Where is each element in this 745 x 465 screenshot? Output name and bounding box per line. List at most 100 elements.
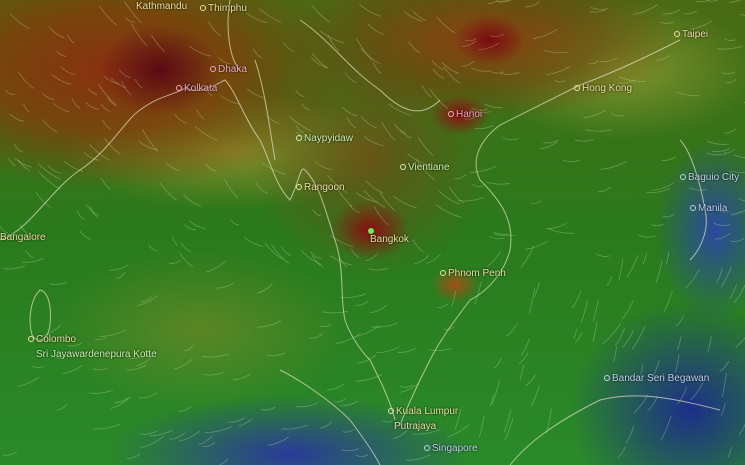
wind-streak (735, 337, 745, 348)
city-marker-icon (674, 31, 680, 38)
wind-streak (55, 354, 68, 359)
wind-streak (271, 244, 290, 265)
city-label[interactable]: Hong Kong (574, 83, 632, 95)
wind-streak (498, 0, 510, 2)
wind-streak (544, 50, 569, 54)
wind-streak (662, 9, 681, 15)
city-marker-icon (210, 66, 216, 73)
wind-streak (690, 20, 713, 30)
city-label[interactable]: Manila (690, 203, 727, 215)
city-marker-icon (388, 408, 394, 415)
wind-streak (360, 48, 380, 64)
wind-streak (326, 383, 345, 391)
wind-streak (261, 162, 287, 175)
wind-streak (60, 66, 75, 75)
wind-streak (520, 338, 530, 356)
city-label[interactable]: Bandar Seri Begawan (604, 373, 709, 385)
wind-streak (649, 360, 660, 384)
wind-streak (592, 299, 599, 323)
wind-streak (724, 128, 737, 134)
wind-streak (665, 251, 670, 265)
wind-streak (79, 230, 92, 240)
wind-streak (363, 136, 385, 147)
wind-streak (127, 354, 150, 359)
wind-streak (140, 430, 159, 435)
city-label[interactable]: Hanoi (448, 109, 482, 121)
wind-streak (618, 76, 646, 82)
city-label[interactable]: Phnom Penh (440, 268, 506, 280)
city-label[interactable]: Vientiane (400, 162, 450, 174)
city-label[interactable]: Rangoon (296, 182, 345, 194)
city-label[interactable]: Thimphu (200, 3, 247, 15)
city-label[interactable]: Kuala Lumpur (388, 406, 458, 418)
wind-streak (356, 38, 373, 61)
wind-streak (243, 237, 264, 247)
city-marker-icon (440, 270, 446, 277)
city-marker-icon (296, 184, 302, 191)
wind-streak (21, 257, 45, 263)
city-label[interactable]: Putrajaya (394, 421, 437, 432)
wind-streak (355, 192, 378, 203)
wind-streak (296, 125, 304, 134)
city-marker-icon (424, 445, 430, 452)
wind-streak (399, 383, 419, 393)
wind-streak (421, 84, 432, 98)
wind-streak (268, 116, 280, 124)
wind-streak (8, 158, 16, 167)
wind-streak (471, 183, 484, 187)
wind-streak (740, 13, 745, 17)
city-label[interactable]: Kolkata (176, 83, 217, 95)
wind-streak (548, 228, 575, 234)
city-label[interactable]: Dhaka (210, 64, 247, 76)
wind-streak (471, 67, 491, 72)
wind-streak (554, 79, 566, 83)
wind-streak (142, 129, 159, 152)
wind-streak (489, 394, 494, 407)
wind-streak (646, 188, 671, 194)
wind-streak (474, 281, 482, 305)
wind-streak (62, 365, 83, 374)
wind-streak (334, 185, 353, 208)
city-label[interactable]: Naypyidaw (296, 133, 353, 145)
city-label[interactable]: Bangalore (0, 232, 46, 243)
city-label[interactable]: Singapore (424, 443, 478, 455)
wind-streak (14, 157, 32, 168)
wind-streak (632, 4, 659, 15)
wind-streak (282, 41, 295, 52)
wind-streak (215, 282, 235, 289)
wind-streak (685, 269, 700, 289)
wind-streak (532, 29, 558, 40)
wind-streak (438, 190, 460, 205)
wind-streak (376, 346, 400, 354)
wind-streak (322, 310, 349, 314)
wind-streak (341, 106, 358, 117)
city-label[interactable]: Bangkok (370, 234, 409, 245)
wind-streak (676, 336, 682, 351)
city-label[interactable]: Baguio City (680, 172, 739, 184)
city-label[interactable]: Taipei (674, 29, 708, 41)
wind-streak (336, 332, 362, 344)
wind-streak (311, 255, 323, 268)
wind-streak (354, 325, 380, 338)
wind-streak (202, 442, 216, 448)
city-label[interactable]: Colombo (28, 334, 76, 346)
wind-streak (120, 81, 132, 96)
wind-streak (677, 387, 688, 405)
selected-location-marker[interactable] (368, 228, 374, 234)
wind-streak (227, 417, 245, 423)
city-marker-icon (574, 85, 580, 92)
city-label[interactable]: Sri Jayawardenepura Kotte (36, 349, 157, 360)
wind-streak (573, 328, 578, 339)
wind-streak (98, 83, 116, 105)
wind-streak (266, 352, 286, 357)
wind-streak (463, 116, 477, 120)
city-marker-icon (604, 375, 610, 382)
city-label[interactable]: Kathmandu (136, 1, 188, 12)
wind-streak (126, 453, 141, 459)
wind-streak (140, 436, 165, 449)
wind-streak (350, 248, 360, 258)
wind-streak (17, 376, 40, 387)
wind-streak (327, 34, 340, 53)
wind-streak (489, 33, 505, 37)
